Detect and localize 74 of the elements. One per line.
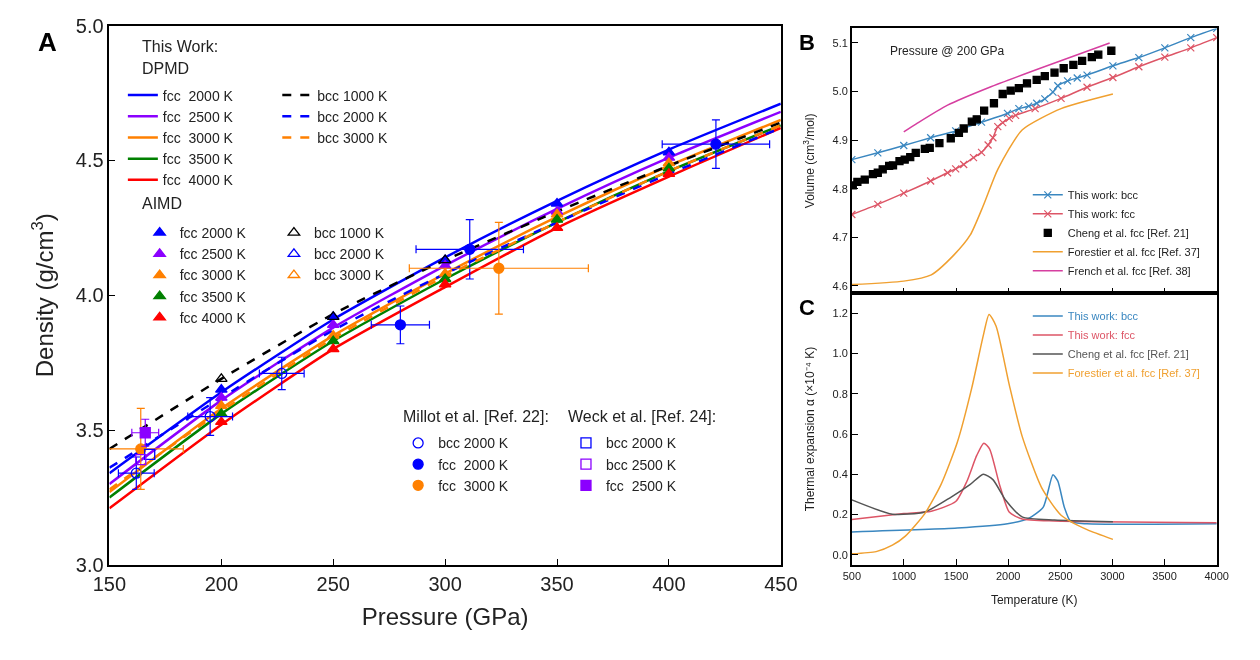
legend-label: Cheng et al. fcc [Ref. 21] (1067, 227, 1189, 240)
legend-label: bcc 2000 K (313, 246, 385, 263)
y-tick-label: 0.2 (832, 508, 848, 521)
y-tick-label: 5.1 (832, 36, 848, 49)
y-axis-title: Thermal expansion α (×10⁻⁴ K) (803, 346, 818, 512)
annotation: AIMD (142, 195, 182, 212)
x-axis-title: Pressure (GPa) (361, 603, 529, 631)
x-tick-label: 3500 (1152, 569, 1177, 582)
x-tick-label: 300 (428, 572, 462, 595)
legend-label: fcc 2500 K (605, 477, 677, 494)
legend-label: bcc 2000 K (605, 435, 677, 452)
x-tick-label: 2500 (1048, 569, 1073, 582)
legend-label: fcc 3500 K (179, 288, 247, 305)
y-tick-label: 4.8 (832, 182, 848, 195)
x-tick-label: 350 (540, 572, 574, 595)
y-tick-label: 3.5 (75, 419, 104, 442)
legend-label: This work: fcc (1067, 208, 1136, 221)
y-tick-label: 0.4 (832, 468, 848, 481)
text: This work: bcc (1067, 310, 1139, 323)
legend-label: Forestier et al. fcc [Ref. 37] (1067, 246, 1200, 259)
annotation: Pressure @ 200 GPa (890, 44, 1005, 58)
legend-label: fcc 4000 K (162, 172, 234, 189)
x-tick-label: 450 (764, 572, 798, 595)
legend-label: fcc 3500 K (162, 151, 234, 168)
y-tick-label: 1.2 (832, 307, 848, 320)
legend-label: fcc 4000 K (179, 309, 247, 326)
legend-label: This work: bcc (1067, 189, 1139, 202)
x-tick-label: 1500 (943, 569, 969, 582)
legend-label: fcc 3000 K (179, 267, 247, 284)
legend-label: bcc 1000 K (313, 225, 385, 242)
legend-label: bcc 2000 K (317, 108, 388, 125)
y-tick-label: 4.6 (832, 279, 848, 292)
y-tick-label: 5.0 (832, 85, 848, 98)
x-tick-label: 200 (204, 572, 239, 595)
y-tick-label: 4.0 (75, 284, 104, 307)
legend-label: fcc 2000 K (162, 87, 234, 104)
y-tick-label: 0.8 (832, 387, 848, 400)
legend-label: bcc 2500 K (605, 456, 677, 473)
legend-label: French et al. fcc [Ref. 38] (1067, 265, 1191, 278)
text: This work: fcc (1067, 329, 1136, 342)
y-tick-label: 0.0 (832, 548, 848, 561)
legend-label: fcc 2000 K (438, 456, 509, 473)
y-tick-label: 5.0 (75, 14, 104, 37)
y-tick-label: 1.0 (832, 347, 848, 360)
x-tick-label: 400 (652, 572, 686, 595)
text: C (799, 295, 815, 320)
annotation: Weck et al. [Ref. 24]: (568, 408, 717, 425)
x-tick-label: 2000 (995, 569, 1021, 582)
text: B (799, 30, 815, 55)
legend-label: bcc 3000 K (317, 129, 388, 146)
y-tick-label: 4.7 (832, 231, 848, 244)
text: Forestier et al. fcc [Ref. 37] (1067, 367, 1200, 380)
legend-label: fcc 3000 K (438, 477, 509, 494)
legend-label: Cheng et al. fcc [Ref. 21] (1067, 348, 1189, 361)
y-tick-label: 4.5 (75, 149, 104, 172)
x-tick-label: 3000 (1100, 569, 1125, 582)
legend-label: fcc 2000 K (179, 225, 247, 242)
legend-label: fcc 2500 K (179, 246, 247, 263)
legend-label: bcc 3000 K (313, 267, 385, 284)
annotation: Millot et al. [Ref. 22]: (403, 408, 549, 425)
legend-label: bcc 2000 K (438, 435, 509, 452)
x-tick-label: 250 (316, 572, 350, 595)
text: A (38, 27, 57, 57)
x-tick-label: 1000 (891, 569, 917, 582)
annotation: This Work: (142, 38, 219, 55)
legend-label: bcc 1000 K (317, 87, 388, 104)
legend-label: fcc 2500 K (162, 108, 234, 125)
y-tick-label: 4.9 (832, 134, 848, 147)
x-tick-label: 500 (842, 569, 862, 582)
legend-label: fcc 3000 K (162, 129, 234, 146)
x-tick-label: 4000 (1204, 569, 1229, 582)
y-tick-label: 0.6 (832, 427, 848, 440)
x-axis-title: Temperature (K) (990, 593, 1078, 608)
annotation: DPMD (142, 60, 190, 77)
